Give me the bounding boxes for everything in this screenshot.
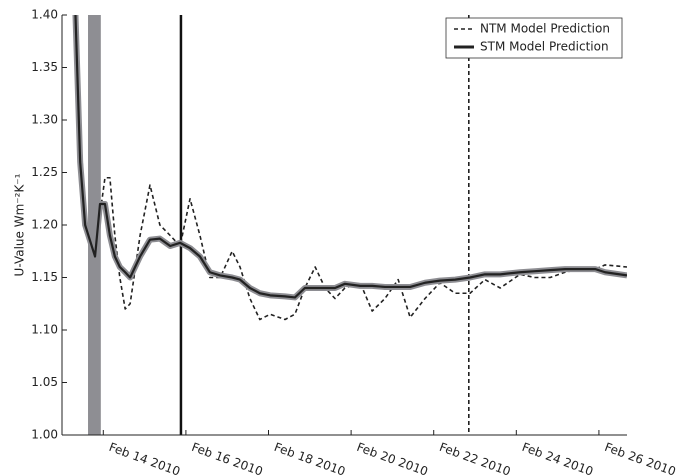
legend-label: STM Model Prediction bbox=[480, 40, 609, 54]
y-tick-label: 1.15 bbox=[31, 270, 58, 284]
x-tick-label: Feb 18 2010 bbox=[272, 440, 347, 476]
x-tick-label: Feb 16 2010 bbox=[190, 440, 265, 476]
y-tick-label: 1.35 bbox=[31, 60, 58, 74]
x-tick-label: Feb 14 2010 bbox=[107, 440, 182, 476]
y-tick-label: 1.30 bbox=[31, 113, 58, 127]
x-tick-label: Feb 20 2010 bbox=[355, 440, 430, 476]
shaded-span bbox=[88, 15, 101, 435]
series-line bbox=[74, 15, 627, 321]
legend-box bbox=[445, 17, 623, 59]
y-tick-label: 1.40 bbox=[31, 8, 58, 22]
x-tick-label: Feb 24 2010 bbox=[520, 440, 595, 476]
series-line bbox=[74, 15, 627, 299]
y-tick-label: 1.10 bbox=[31, 323, 58, 337]
legend-label: NTM Model Prediction bbox=[480, 22, 610, 36]
y-tick-label: 1.05 bbox=[31, 375, 58, 389]
y-axis-label: U-Value Wm⁻²K⁻¹ bbox=[13, 173, 27, 276]
y-tick-label: 1.25 bbox=[31, 165, 58, 179]
plot-area bbox=[72, 15, 627, 435]
y-tick-label: 1.00 bbox=[31, 428, 58, 442]
x-tick-label: Feb 22 2010 bbox=[437, 440, 512, 476]
x-tick-label: Feb 26 2010 bbox=[603, 440, 678, 476]
y-tick-label: 1.20 bbox=[31, 218, 58, 232]
